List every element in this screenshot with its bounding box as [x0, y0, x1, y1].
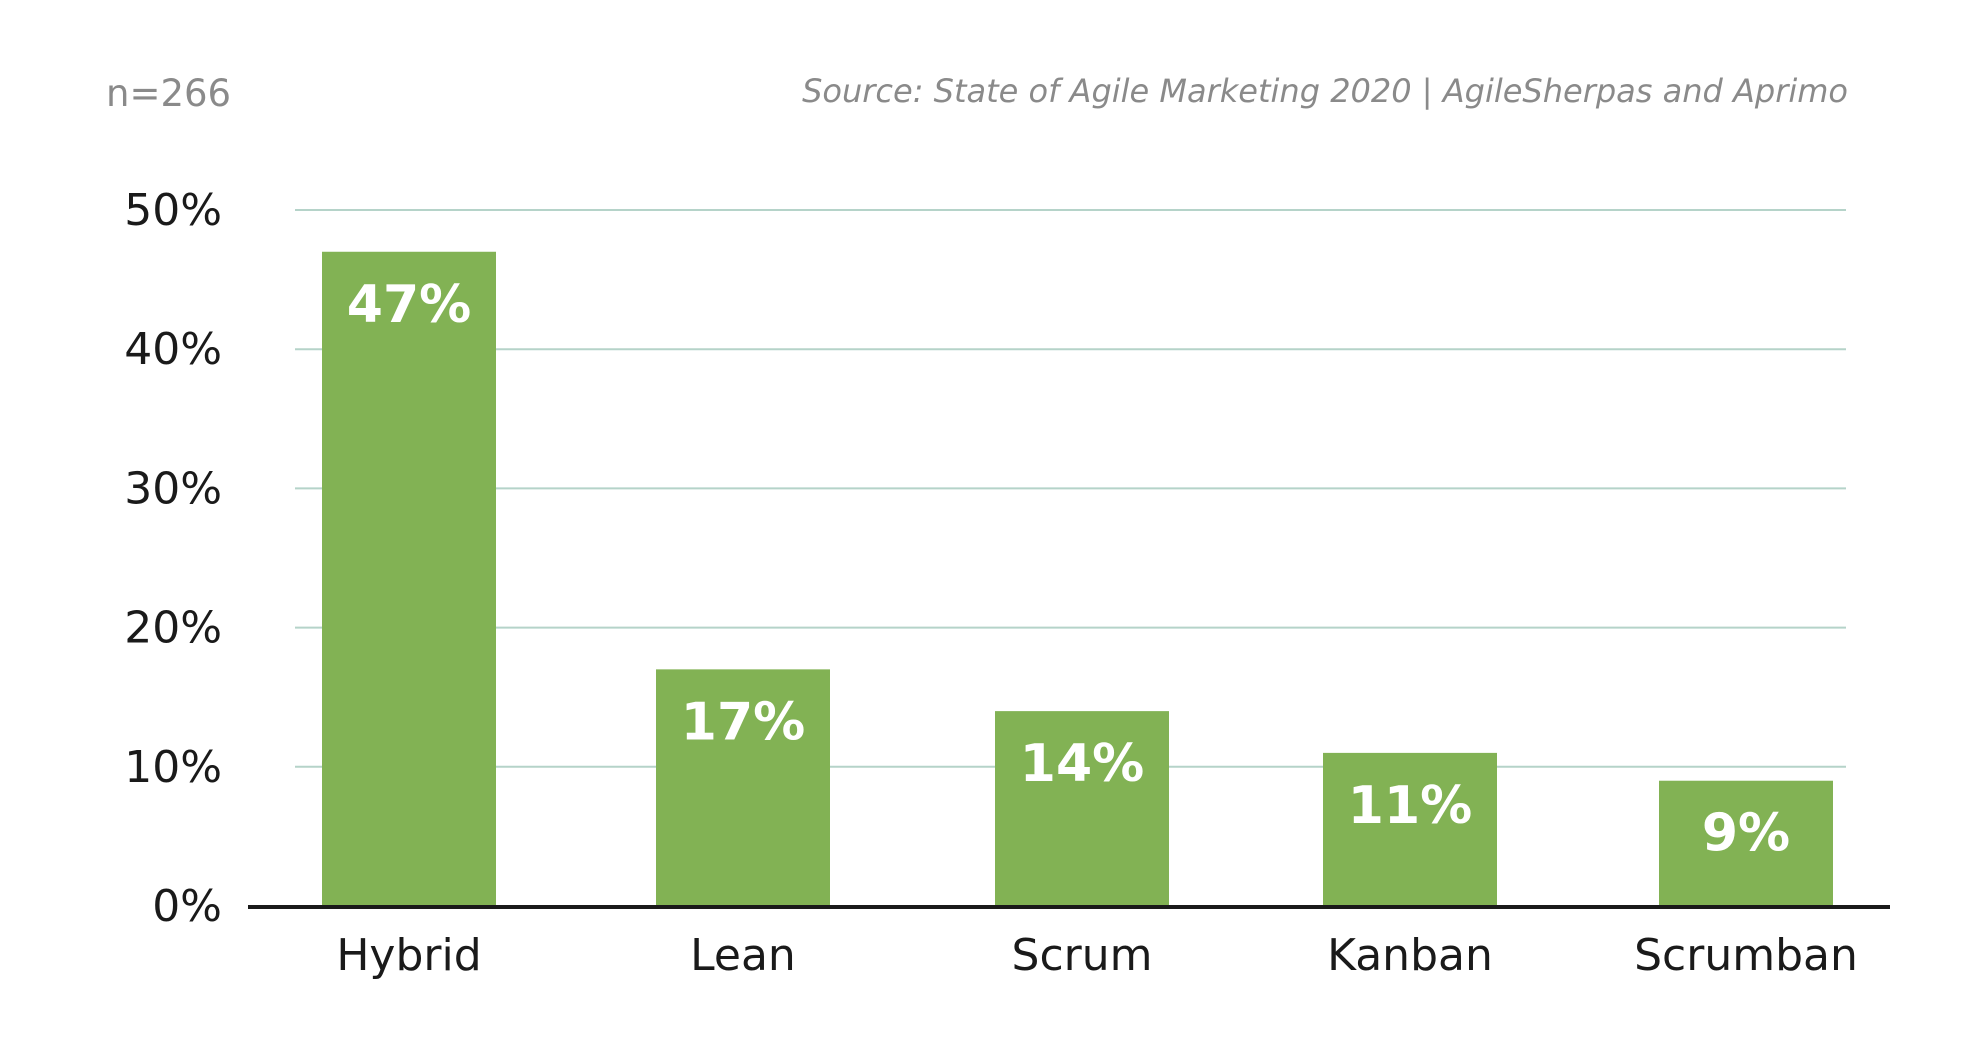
x-tick-label: Scrumban: [1634, 930, 1858, 981]
bar-value-label: 47%: [347, 275, 471, 335]
y-tick-label: 0%: [152, 881, 222, 932]
bars: [322, 251, 1833, 906]
x-tick-label: Scrum: [1012, 930, 1153, 981]
y-tick-label: 30%: [124, 463, 222, 514]
y-tick-label: 40%: [124, 324, 222, 375]
sample-size-label: n=266: [106, 72, 232, 115]
x-tick-label: Lean: [690, 930, 796, 981]
bar: [995, 711, 1169, 906]
bar-value-label: 17%: [681, 692, 805, 752]
gridlines: [295, 209, 1846, 768]
y-tick-label: 10%: [124, 742, 222, 793]
x-axis-ticks: Hybrid Lean Scrum Kanban Scrumban: [336, 930, 1858, 981]
bar: [1659, 780, 1833, 906]
y-tick-label: 50%: [124, 185, 222, 236]
x-tick-label: Hybrid: [336, 930, 481, 981]
source-note: Source: State of Agile Marketing 2020 | …: [802, 72, 1848, 110]
y-axis-ticks: 0% 10% 20% 30% 40% 50%: [124, 185, 222, 932]
bar-value-label: 9%: [1702, 804, 1790, 864]
bar-value-label: 14%: [1020, 734, 1144, 794]
bar: [1323, 752, 1497, 906]
bar: [656, 669, 830, 906]
bar-value-label: 11%: [1348, 776, 1472, 836]
y-tick-label: 20%: [124, 603, 222, 654]
x-tick-label: Kanban: [1327, 930, 1493, 981]
bar-value-labels: 47% 17% 14% 11% 9%: [347, 275, 1790, 864]
bar: [322, 251, 496, 906]
